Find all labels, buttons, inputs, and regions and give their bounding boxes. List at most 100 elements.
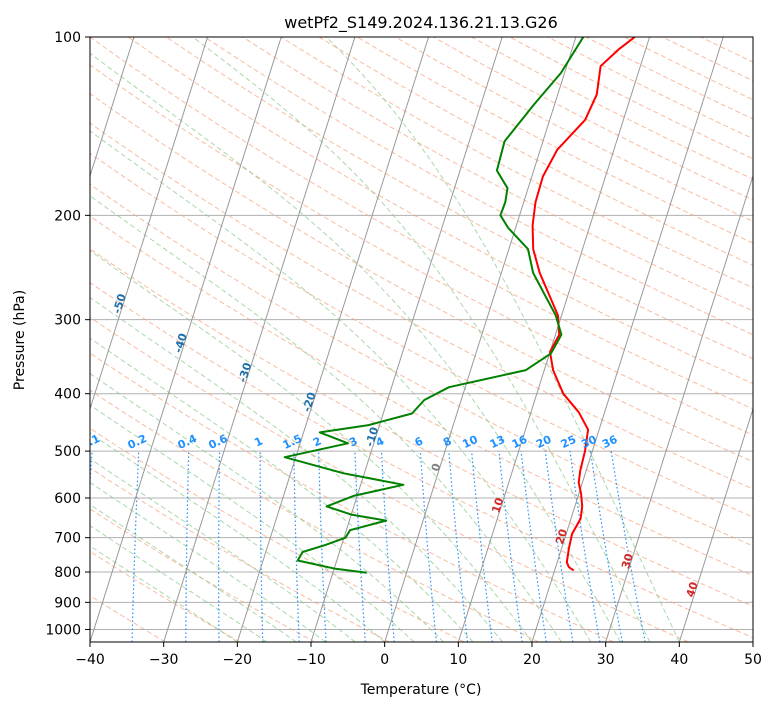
mixing-ratio-line — [544, 451, 574, 642]
isotherm-label: -20 — [300, 390, 318, 413]
dry-adiabat-line — [280, 37, 753, 289]
isotherm-line — [90, 37, 282, 642]
dry-adiabat-line — [204, 37, 753, 336]
isotherm-label: 30 — [619, 552, 636, 571]
moist-adiabat-line — [90, 481, 327, 642]
dry-adiabat-line — [90, 215, 753, 577]
series-lines — [283, 37, 636, 574]
mixing-ratio-label: 0.1 — [79, 432, 102, 452]
mixing-ratio-label: 20 — [534, 433, 554, 451]
dry-adiabat-line — [700, 37, 753, 63]
dry-adiabat-line — [90, 508, 315, 642]
mixing-ratio-label: 16 — [510, 433, 530, 451]
dry-adiabat-line — [547, 37, 753, 140]
isotherm-line — [0, 37, 60, 642]
x-tick-label: −30 — [149, 652, 179, 668]
mixing-ratio-line — [259, 451, 264, 642]
x-tick-label: 20 — [523, 652, 541, 668]
moist-adiabat-line — [325, 37, 680, 642]
mixing-ratio-label: 1 — [252, 434, 264, 449]
isotherm-label: 40 — [684, 580, 701, 599]
mixing-ratio-label: 13 — [488, 433, 507, 451]
y-tick-label: 700 — [54, 531, 81, 547]
dry-adiabat-line — [90, 316, 689, 642]
x-tick-label: −10 — [296, 652, 326, 668]
isotherm-line — [457, 37, 651, 642]
temperature-profile-line — [531, 37, 636, 572]
moist-adiabat-line — [90, 52, 621, 642]
moist-adiabat-line — [90, 130, 592, 642]
mixing-ratio-label: 1.5 — [281, 432, 304, 452]
plot-frame — [89, 36, 754, 643]
y-tick-label: 800 — [54, 565, 81, 581]
y-tick-label: 200 — [54, 208, 81, 224]
isotherm-line — [531, 37, 724, 642]
isotherm-line — [752, 640, 753, 642]
mixing-ratio-label: 6 — [413, 434, 426, 449]
moist-adiabat-line — [90, 545, 238, 642]
isotherm-label: 10 — [489, 496, 506, 515]
mixing-ratio-label: 36 — [600, 433, 620, 451]
dry-adiabat-line — [90, 37, 753, 410]
mixing-ratio-line — [218, 451, 221, 642]
mixing-ratio-label: 0.6 — [206, 432, 229, 452]
isotherm-line — [310, 37, 503, 642]
x-axis-label: Temperature (°C) — [360, 682, 482, 698]
dry-adiabat-line — [242, 37, 753, 312]
y-axis: 100 200 300 400 500 600 700 800 900 1000 — [45, 30, 90, 638]
isotherm-line — [90, 37, 135, 178]
moist-adiabat-line — [90, 432, 386, 642]
mixing-ratio-line — [569, 451, 601, 642]
dry-adiabat-line — [90, 427, 465, 642]
moist-adiabat-line — [90, 525, 268, 642]
dry-adiabat-line — [356, 37, 753, 244]
x-axis: −40 −30 −20 −10 0 10 20 30 40 50 — [75, 642, 762, 668]
x-tick-label: 0 — [380, 652, 389, 668]
y-tick-label: 900 — [54, 595, 81, 611]
dry-adiabat-line — [90, 595, 166, 642]
dry-adiabat-line — [90, 122, 753, 490]
mixing-ratio-line — [610, 451, 646, 642]
mixing-ratio-line — [448, 451, 469, 642]
moist-adiabat-line — [90, 404, 415, 642]
isotherm-label: -50 — [110, 292, 128, 315]
mixing-ratio-line — [354, 451, 366, 642]
dry-adiabat-line — [90, 352, 614, 642]
x-tick-label: 30 — [597, 652, 615, 668]
dry-adiabat-line — [90, 183, 753, 547]
dewpoint-profile-line — [283, 37, 585, 574]
mixing-ratio-label: 0.2 — [126, 432, 149, 452]
mixing-ratio-label: 30 — [579, 433, 599, 451]
moist-adiabat-line — [90, 504, 297, 642]
x-tick-label: 10 — [449, 652, 467, 668]
isotherm-line — [90, 37, 209, 411]
dry-adiabat-line — [394, 37, 753, 222]
y-tick-label: 100 — [54, 30, 81, 46]
dry-adiabat-line — [585, 37, 753, 120]
mixing-ratio-line — [293, 451, 300, 642]
isotherm-line — [163, 37, 356, 642]
dry-adiabat-line — [90, 93, 753, 463]
mixing-ratio-label: 3 — [347, 434, 359, 449]
y-tick-label: 1000 — [45, 622, 81, 638]
mixing-ratio-line — [520, 451, 547, 642]
isotherm-line — [384, 37, 577, 642]
mixing-ratio-label: 25 — [559, 433, 578, 451]
isotherm-label: -60 — [51, 247, 69, 270]
dry-adiabat-line — [623, 37, 753, 101]
dry-adiabat-line — [166, 37, 753, 360]
background-lines — [0, 37, 753, 642]
dry-adiabat-line — [662, 37, 753, 82]
dry-adiabat-line — [90, 467, 390, 642]
y-tick-label: 400 — [54, 387, 81, 403]
isotherm-line — [236, 37, 430, 642]
line-labels: -100-90-80-70-60-50-40-30-20-10010203040… — [51, 247, 701, 599]
dry-adiabat-line — [90, 550, 241, 642]
mixing-ratio-line — [498, 451, 523, 642]
dry-adiabat-line — [90, 152, 753, 518]
y-tick-label: 500 — [54, 444, 81, 460]
x-tick-label: 50 — [744, 652, 762, 668]
isotherm-label: -30 — [236, 361, 254, 384]
x-tick-label: −40 — [75, 652, 105, 668]
